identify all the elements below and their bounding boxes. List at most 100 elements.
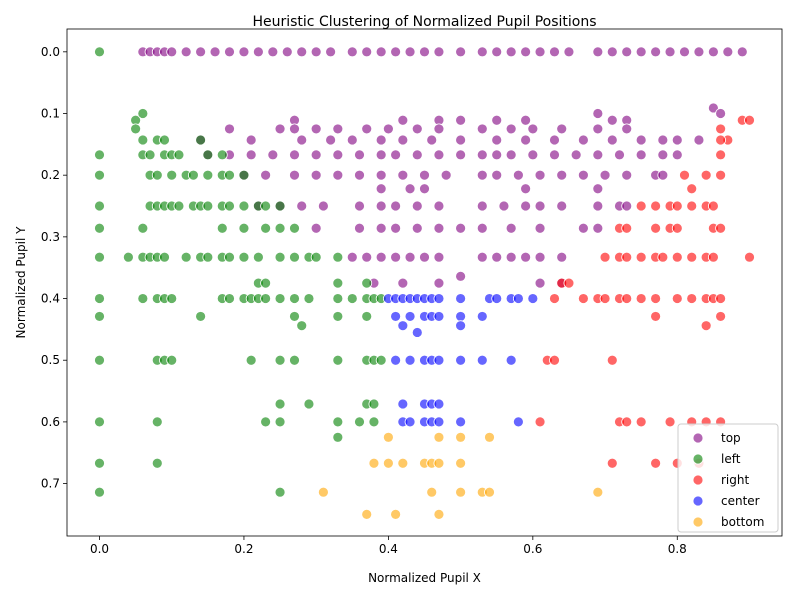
data-point-left bbox=[94, 293, 105, 304]
data-point-top bbox=[520, 251, 532, 263]
data-point-top bbox=[534, 251, 546, 263]
data-point-right bbox=[715, 134, 727, 146]
data-point-right bbox=[621, 416, 633, 428]
data-point-top bbox=[332, 149, 344, 161]
data-point-top bbox=[390, 200, 402, 212]
data-point-top bbox=[606, 46, 618, 58]
data-point-left bbox=[354, 416, 365, 428]
series-center bbox=[382, 293, 539, 428]
data-point-top bbox=[476, 200, 488, 212]
x-tick-label: 0.2 bbox=[234, 542, 253, 556]
y-tick-label: 0.5 bbox=[41, 353, 60, 367]
data-point-right bbox=[715, 293, 727, 304]
legend-marker-bottom bbox=[692, 516, 704, 528]
data-point-top bbox=[404, 183, 416, 195]
data-point-right bbox=[671, 222, 683, 234]
data-point-top bbox=[310, 46, 322, 58]
data-point-center bbox=[433, 416, 445, 428]
data-point-top bbox=[476, 222, 488, 234]
data-point-top bbox=[375, 149, 387, 161]
data-point-right bbox=[686, 183, 698, 195]
y-tick-label: 0.3 bbox=[41, 230, 60, 244]
data-point-top bbox=[657, 149, 669, 161]
data-point-top bbox=[491, 134, 503, 146]
y-axis-label: Normalized Pupil Y bbox=[14, 226, 28, 339]
data-point-top bbox=[614, 149, 625, 161]
data-point-top bbox=[252, 46, 264, 58]
data-point-bottom bbox=[484, 486, 495, 498]
data-point-top bbox=[671, 149, 683, 161]
data-point-top bbox=[310, 222, 322, 234]
data-point-top bbox=[592, 222, 604, 234]
data-point-right bbox=[671, 251, 683, 263]
data-point-top bbox=[722, 46, 734, 58]
data-point-left bbox=[260, 277, 272, 289]
data-point-bottom bbox=[592, 486, 604, 498]
data-point-top bbox=[354, 200, 365, 212]
data-point-left bbox=[238, 169, 250, 181]
data-point-right bbox=[650, 311, 662, 322]
data-point-top bbox=[224, 123, 235, 135]
data-point-top bbox=[455, 222, 467, 234]
data-point-top bbox=[375, 134, 387, 146]
data-point-center bbox=[512, 293, 524, 304]
data-point-left bbox=[368, 416, 380, 428]
data-point-bottom bbox=[455, 486, 467, 498]
data-point-center bbox=[404, 354, 416, 366]
data-point-right bbox=[621, 251, 633, 263]
data-point-top bbox=[635, 134, 647, 146]
data-point-top bbox=[505, 222, 517, 234]
data-point-left bbox=[303, 293, 315, 304]
data-point-top bbox=[476, 169, 488, 181]
data-point-top bbox=[332, 169, 344, 181]
data-point-bottom bbox=[433, 431, 445, 443]
data-point-top bbox=[397, 277, 409, 289]
data-point-left bbox=[289, 222, 300, 234]
data-point-right bbox=[715, 149, 727, 161]
data-point-left bbox=[310, 251, 322, 263]
data-point-left bbox=[166, 169, 178, 181]
data-point-top bbox=[455, 149, 467, 161]
data-point-top bbox=[707, 102, 719, 114]
data-point-top bbox=[715, 108, 727, 119]
data-point-left bbox=[137, 108, 149, 119]
data-point-left bbox=[238, 200, 250, 212]
data-point-top bbox=[195, 46, 207, 58]
data-point-center bbox=[455, 416, 467, 428]
data-point-top bbox=[346, 46, 358, 58]
data-point-left bbox=[94, 311, 105, 322]
legend-marker-center bbox=[692, 495, 704, 507]
data-point-top bbox=[657, 169, 669, 181]
data-point-top bbox=[361, 123, 373, 135]
x-axis: 0.0 0.2 0.4 0.6 0.8 bbox=[90, 536, 687, 556]
legend-marker-right bbox=[692, 474, 704, 486]
data-point-top bbox=[491, 149, 503, 161]
data-point-right bbox=[621, 293, 633, 304]
data-point-top bbox=[390, 222, 402, 234]
data-point-top bbox=[520, 114, 532, 126]
data-point-center bbox=[390, 311, 402, 322]
data-point-bottom bbox=[368, 457, 380, 469]
data-point-top bbox=[505, 251, 517, 263]
data-point-top bbox=[332, 123, 344, 135]
data-point-top bbox=[397, 169, 409, 181]
data-point-left bbox=[94, 457, 105, 469]
data-point-top bbox=[382, 123, 394, 135]
data-point-top bbox=[621, 200, 633, 212]
data-point-bottom bbox=[455, 431, 467, 443]
data-point-top bbox=[592, 123, 604, 135]
data-point-left bbox=[151, 457, 163, 469]
data-point-bottom bbox=[397, 457, 409, 469]
data-point-left bbox=[180, 251, 192, 263]
data-point-left bbox=[166, 293, 178, 304]
data-point-left bbox=[144, 149, 156, 161]
data-point-top bbox=[404, 251, 416, 263]
data-point-left bbox=[202, 200, 214, 212]
data-point-right bbox=[650, 457, 662, 469]
data-point-top bbox=[375, 169, 387, 181]
data-point-right bbox=[534, 416, 546, 428]
data-point-left bbox=[137, 293, 149, 304]
legend-frame bbox=[677, 423, 779, 533]
data-point-left bbox=[159, 134, 170, 146]
